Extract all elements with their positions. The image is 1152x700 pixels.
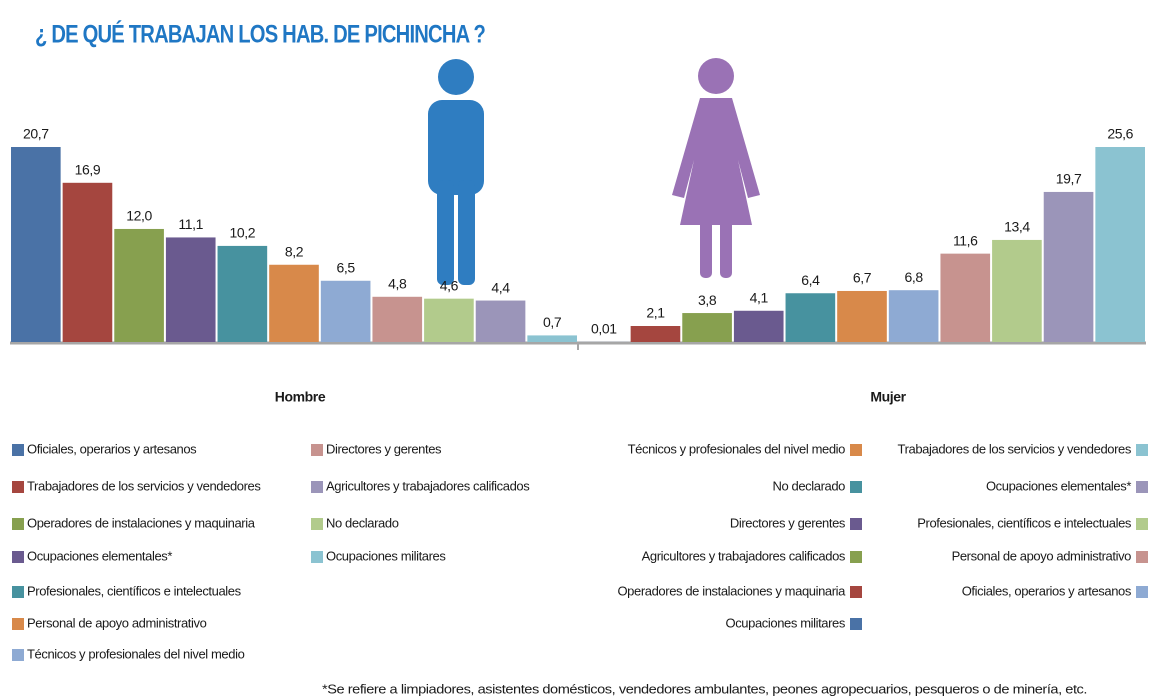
woman-icon	[672, 58, 760, 278]
legend-label: Técnicos y profesionales del nivel medio	[27, 646, 245, 661]
legend-swatch	[311, 444, 323, 456]
legend-swatch	[12, 444, 24, 456]
legend-label: Trabajadores de los servicios y vendedor…	[898, 441, 1132, 456]
legend-label: Trabajadores de los servicios y vendedor…	[27, 478, 261, 493]
value-label: 16,9	[75, 162, 101, 178]
bar	[888, 290, 939, 342]
bar	[527, 335, 577, 342]
bar	[62, 182, 113, 342]
bar	[1043, 191, 1094, 342]
legend-swatch	[1136, 551, 1148, 563]
legend-label: Ocupaciones militares	[726, 615, 846, 630]
page-title: ¿ DE QUÉ TRABAJAN LOS HAB. DE PICHINCHA …	[35, 20, 485, 49]
legend-swatch	[311, 518, 323, 530]
footnote: *Se refiere a limpiadores, asistentes do…	[322, 681, 1087, 696]
bar	[682, 313, 732, 342]
value-label: 4,1	[750, 289, 769, 305]
value-label: 4,6	[440, 277, 459, 293]
legend-swatch	[1136, 586, 1148, 598]
bar	[475, 300, 526, 342]
bar	[320, 280, 371, 342]
bar	[165, 237, 216, 342]
legend-label: Profesionales, científicos e intelectual…	[917, 515, 1132, 530]
value-label: 8,2	[285, 243, 304, 259]
value-label: 12,0	[126, 208, 152, 224]
legend-label: Operadores de instalaciones y maquinaria	[617, 583, 846, 598]
legend-swatch	[850, 586, 862, 598]
value-label: 6,7	[853, 270, 872, 286]
chart-subtitle: Hombre	[275, 389, 326, 405]
legend-swatch	[12, 618, 24, 630]
bar	[217, 245, 268, 342]
legend-label: Personal de apoyo administrativo	[27, 615, 207, 630]
bar	[269, 264, 319, 342]
legend-swatch	[1136, 481, 1148, 493]
legend-label: Ocupaciones elementales*	[986, 478, 1131, 493]
legend-swatch	[850, 618, 862, 630]
value-label: 20,7	[23, 126, 49, 142]
bar	[785, 293, 836, 342]
value-label: 6,5	[337, 259, 356, 275]
legend-swatch	[12, 481, 24, 493]
legend-swatch	[1136, 518, 1148, 530]
bar	[630, 326, 681, 342]
value-label: 11,6	[953, 232, 978, 248]
legend-swatch	[12, 649, 24, 661]
value-label: 19,7	[1056, 171, 1082, 187]
value-label: 0,7	[543, 314, 562, 330]
legend-label: Oficiales, operarios y artesanos	[27, 441, 197, 456]
chart-subtitle: Mujer	[870, 389, 906, 405]
bar	[940, 253, 991, 342]
legend-swatch	[850, 518, 862, 530]
value-label: 11,1	[178, 216, 203, 232]
legend-label: Operadores de instalaciones y maquinaria	[27, 515, 256, 530]
bar	[11, 147, 61, 342]
legend-label: No declarado	[772, 478, 845, 493]
legend-label: Directores y gerentes	[730, 515, 846, 530]
legend-swatch	[1136, 444, 1148, 456]
legend-label: Profesionales, científicos e intelectual…	[27, 583, 242, 598]
legend-label: Ocupaciones elementales*	[27, 548, 172, 563]
legend-swatch	[311, 551, 323, 563]
legend-label: Personal de apoyo administrativo	[952, 548, 1132, 563]
man-icon	[428, 59, 484, 285]
value-label: 0,01	[591, 321, 617, 337]
legend-swatch	[850, 551, 862, 563]
value-label: 4,8	[388, 275, 407, 291]
value-label: 3,8	[698, 292, 717, 308]
value-label: 4,4	[491, 279, 510, 295]
value-label: 2,1	[646, 305, 665, 321]
legend-swatch	[12, 551, 24, 563]
bar	[837, 290, 887, 342]
legend-label: Ocupaciones militares	[326, 548, 446, 563]
bar	[372, 296, 423, 342]
legend-swatch	[850, 481, 862, 493]
legend-swatch	[311, 481, 323, 493]
legend-label: Agricultores y trabajadores calificados	[642, 548, 846, 563]
legend-label: Oficiales, operarios y artesanos	[962, 583, 1132, 598]
bar	[1095, 147, 1145, 342]
bar	[114, 228, 164, 342]
bar	[733, 310, 784, 342]
legend-label: Directores y gerentes	[326, 441, 442, 456]
legend-label: No declarado	[326, 515, 399, 530]
bar	[992, 239, 1042, 342]
value-label: 13,4	[1004, 219, 1030, 235]
legend-swatch	[12, 586, 24, 598]
legend-swatch	[850, 444, 862, 456]
value-label: 25,6	[1107, 126, 1133, 142]
legend-label: Técnicos y profesionales del nivel medio	[628, 441, 846, 456]
legend-swatch	[12, 518, 24, 530]
legend-label: Agricultores y trabajadores calificados	[326, 478, 530, 493]
value-label: 6,4	[801, 272, 820, 288]
value-label: 10,2	[230, 225, 256, 241]
bar	[424, 298, 474, 342]
value-label: 6,8	[905, 269, 924, 285]
